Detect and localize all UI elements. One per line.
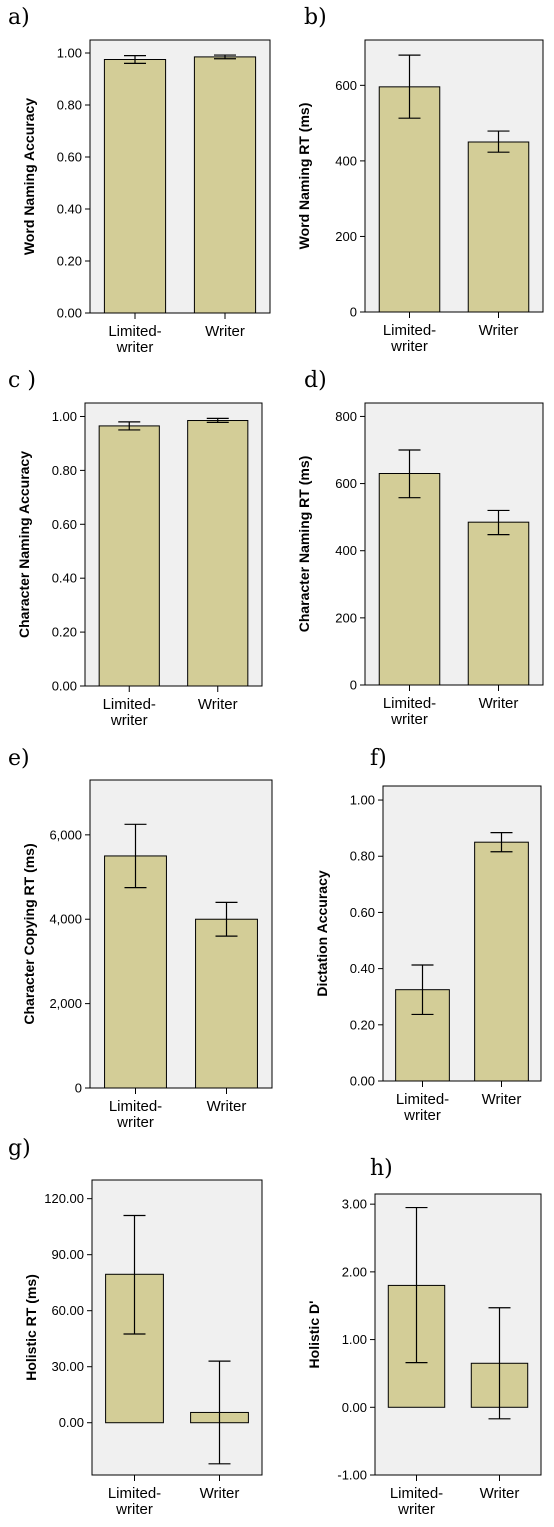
- chart-f-ytick-label: 1.00: [350, 793, 375, 808]
- chart-b-bar-writer: [467, 141, 530, 313]
- chart-h-category-label: Limited-writer: [390, 1485, 443, 1518]
- chart-c-ytick-label: 0.20: [52, 625, 77, 640]
- chart-f: f) 0.00 0.20 0.40 0.60 0.80 1.00 Dictation Accu…: [314, 746, 542, 1124]
- chart-c-panel-letter: c ): [8, 368, 36, 393]
- chart-d-ytick-label: 200: [335, 610, 357, 625]
- chart-a-category-label: Limited-writer: [108, 323, 161, 356]
- chart-e-ytick-label: 2,000: [49, 996, 82, 1011]
- chart-a-bar-writer: [193, 56, 257, 314]
- chart-a-ytick-label: 0.60: [57, 150, 82, 165]
- chart-e-ytick-label: 0: [75, 1081, 82, 1096]
- chart-a-bar-limited-writer: [103, 59, 167, 314]
- chart-a: a) 0.00 0.20 0.40 0.60 0.80 1.00 Word Naming Ac…: [8, 5, 271, 356]
- chart-b-panel-letter: b): [304, 5, 327, 30]
- chart-g-category-label: Writer: [200, 1485, 240, 1502]
- chart-b-ytick-label: 400: [335, 153, 357, 168]
- chart-d-ytick-label: 800: [335, 409, 357, 424]
- chart-a-ytick-label: 0.40: [57, 202, 82, 217]
- chart-d-ytick-label: 400: [335, 543, 357, 558]
- chart-b: b) 0 200 400 600 Word Naming RT (ms) Limited-w…: [296, 5, 544, 355]
- chart-c-ytick-label: 0.80: [52, 463, 77, 478]
- chart-f-ytick-label: 0.20: [350, 1017, 375, 1032]
- chart-g-ytick-label: 0.00: [59, 1415, 84, 1430]
- chart-e: e) 0 2,000 4,000 6,000 Character Copying RT (…: [8, 746, 273, 1131]
- chart-h-ytick-label: 3.00: [342, 1197, 367, 1212]
- chart-d: d) 0 200 400 600 800 Character Naming RT (ms) L…: [296, 368, 544, 728]
- chart-f-ytick-label: 0.80: [350, 849, 375, 864]
- chart-c: c ) 0.00 0.20 0.40 0.60 0.80 1.00 Character Nam…: [8, 368, 263, 729]
- chart-c-ytick-label: 1.00: [52, 409, 77, 424]
- chart-f-panel-letter: f): [370, 746, 387, 771]
- chart-c-ytick-label: 0.40: [52, 571, 77, 586]
- chart-f-ytick-label: 0.00: [350, 1074, 375, 1089]
- chart-b-ylabel: Word Naming RT (ms): [296, 103, 312, 250]
- chart-d-ytick-label: 0: [350, 678, 357, 693]
- chart-f-bar-writer: [474, 841, 529, 1082]
- chart-h-ytick-label: -1.00: [337, 1468, 367, 1483]
- chart-g-ylabel: Holistic RT (ms): [23, 1274, 39, 1381]
- chart-g-category-label: Limited-writer: [108, 1485, 161, 1518]
- chart-c-bar-writer: [187, 420, 249, 687]
- chart-f-ytick-label: 0.40: [350, 961, 375, 976]
- chart-h-ytick-label: 1.00: [342, 1332, 367, 1347]
- chart-h-category-label: Writer: [480, 1485, 520, 1502]
- chart-b-ytick-label: 200: [335, 229, 357, 244]
- chart-d-category-label: Limited-writer: [383, 695, 436, 728]
- chart-f-category-label: Writer: [482, 1091, 522, 1108]
- chart-d-panel-letter: d): [304, 368, 327, 393]
- chart-h-ylabel: Holistic D': [306, 1301, 322, 1369]
- chart-d-bar-writer: [467, 521, 530, 686]
- chart-e-category-label: Writer: [207, 1098, 247, 1115]
- chart-f-category-label: Limited-writer: [396, 1091, 449, 1124]
- chart-f-ylabel: Dictation Accuracy: [314, 870, 330, 997]
- chart-c-category-label: Writer: [198, 696, 238, 713]
- chart-g: g) 0.00 30.00 60.00 90.00 120.00 Holistic RT (…: [8, 1136, 263, 1518]
- chart-e-bar-limited-writer: [104, 855, 167, 1089]
- chart-e-ytick-label: 4,000: [49, 912, 82, 927]
- chart-a-ytick-label: 0.20: [57, 254, 82, 269]
- chart-c-ytick-label: 0.60: [52, 517, 77, 532]
- chart-d-ylabel: Character Naming RT (ms): [296, 456, 312, 633]
- chart-h-ytick-label: 2.00: [342, 1264, 367, 1279]
- chart-b-category-label: Limited-writer: [383, 322, 436, 355]
- chart-e-ytick-label: 6,000: [49, 827, 82, 842]
- chart-g-ytick-label: 120.00: [44, 1191, 84, 1206]
- chart-c-category-label: Limited-writer: [103, 696, 156, 729]
- chart-g-ytick-label: 60.00: [51, 1303, 84, 1318]
- chart-e-category-label: Limited-writer: [109, 1098, 162, 1131]
- chart-a-category-label: Writer: [205, 323, 245, 340]
- chart-e-panel-letter: e): [8, 746, 30, 771]
- chart-f-ytick-label: 0.60: [350, 905, 375, 920]
- chart-a-ytick-label: 0.80: [57, 98, 82, 113]
- chart-d-bar-limited-writer: [378, 473, 441, 686]
- chart-b-category-label: Writer: [479, 322, 519, 339]
- chart-g-ytick-label: 90.00: [51, 1247, 84, 1262]
- chart-c-ylabel: Character Naming Accuracy: [16, 451, 32, 638]
- chart-b-bar-limited-writer: [378, 86, 441, 313]
- chart-b-ytick-label: 0: [350, 305, 357, 320]
- chart-c-bar-limited-writer: [98, 425, 160, 687]
- chart-a-ytick-label: 1.00: [57, 46, 82, 61]
- chart-a-ylabel: Word Naming Accuracy: [21, 98, 37, 255]
- chart-a-panel-letter: a): [8, 5, 30, 30]
- chart-d-ytick-label: 600: [335, 476, 357, 491]
- chart-h-ytick-label: 0.00: [342, 1400, 367, 1415]
- chart-c-ytick-label: 0.00: [52, 679, 77, 694]
- chart-a-ytick-label: 0.00: [57, 306, 82, 321]
- chart-e-ylabel: Character Copying RT (ms): [21, 843, 37, 1024]
- chart-g-ytick-label: 30.00: [51, 1359, 84, 1374]
- chart-h: h) -1.00 0.00 1.00 2.00 3.00 Holistic D' Limite…: [306, 1156, 542, 1518]
- chart-b-ytick-label: 600: [335, 78, 357, 93]
- chart-d-category-label: Writer: [479, 695, 519, 712]
- chart-h-panel-letter: h): [370, 1156, 393, 1181]
- chart-g-panel-letter: g): [8, 1136, 31, 1161]
- chart-e-bar-writer: [195, 918, 258, 1089]
